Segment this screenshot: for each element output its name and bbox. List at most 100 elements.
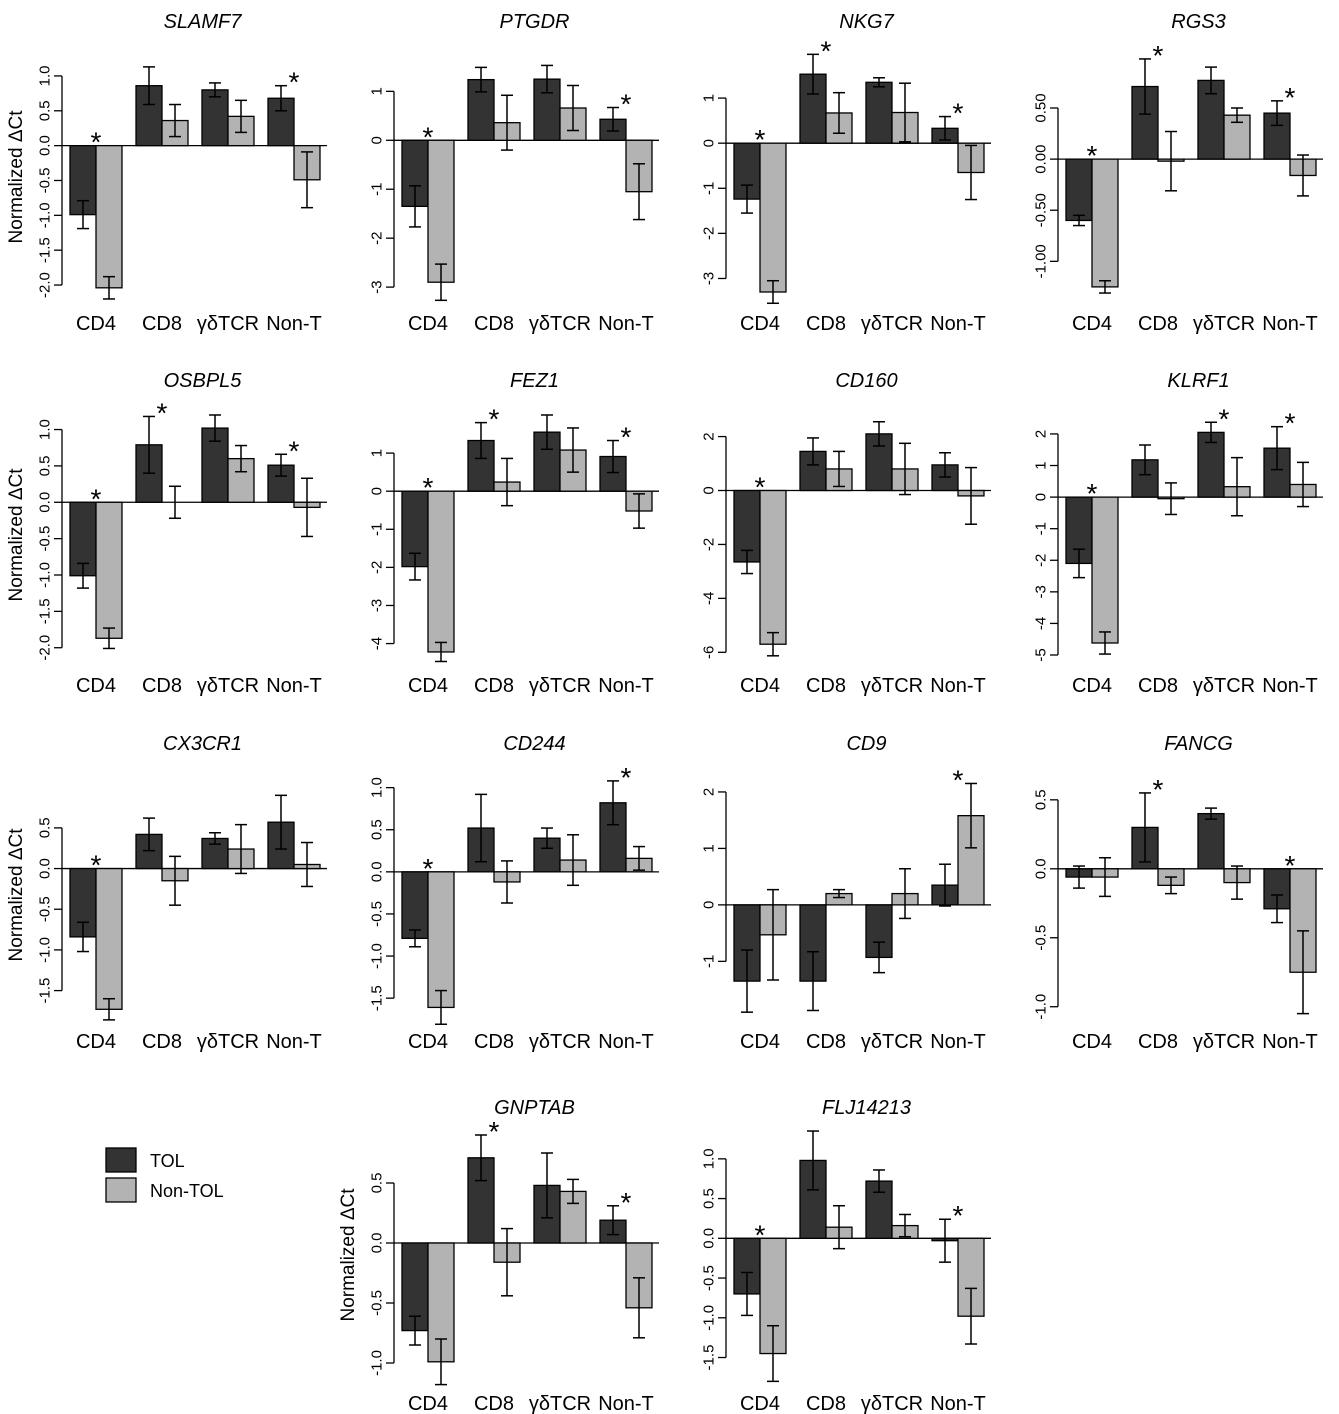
x-category-label: γδTCR (529, 313, 591, 335)
x-category-label: γδTCR (861, 1031, 923, 1053)
chart-panel-0: SLAMF7 -2.0 -1.5 -1.0 -0.5 0.0 0.5 1.0 Normalize… (6, 11, 327, 335)
y-tick-label: 0.0 (1032, 858, 1049, 879)
y-tick-label: -4 (368, 637, 385, 650)
y-tick-label: -4 (1032, 617, 1049, 630)
y-tick-label: 0.5 (36, 455, 53, 476)
x-category-label: CD8 (474, 1031, 514, 1053)
y-tick-label: 0.0 (36, 858, 53, 879)
y-tick-label: -1.0 (36, 562, 53, 588)
significance-marker: * (289, 67, 300, 98)
x-category-label: γδTCR (197, 313, 259, 335)
y-tick-label: -2 (1032, 554, 1049, 567)
y-tick-label: 1.0 (700, 1148, 717, 1169)
x-category-label: CD4 (1072, 313, 1112, 335)
x-category-label: γδTCR (861, 675, 923, 697)
chart-title: CD160 (835, 370, 897, 392)
y-tick-label: -3 (368, 599, 385, 612)
y-tick-label: 0.5 (700, 1188, 717, 1209)
x-category-label: CD8 (806, 675, 846, 697)
x-category-label: γδTCR (1193, 675, 1255, 697)
bar-non-tol-0 (95, 144, 123, 289)
y-tick-label: 1 (700, 844, 717, 852)
significance-marker: * (423, 121, 434, 152)
x-category-label: Non-T (598, 675, 654, 697)
y-tick-label: -5 (1032, 648, 1049, 661)
y-tick-label: 2 (1032, 430, 1049, 438)
x-category-label: γδTCR (529, 1393, 591, 1414)
significance-marker: * (423, 853, 434, 884)
chart-panel-13: FLJ14213 -1.5 -1.0 -0.5 0.0 0.5 1.0 * * CD4 CD8 γδT… (700, 1097, 991, 1414)
bar-non-tol-0 (95, 867, 123, 1010)
significance-marker: * (1153, 774, 1164, 805)
y-tick-label: 1 (368, 449, 385, 457)
significance-marker: * (953, 98, 964, 129)
y-tick-label: -1 (700, 182, 717, 195)
x-category-label: γδTCR (529, 675, 591, 697)
significance-marker: * (621, 762, 632, 793)
y-tick-label: -3 (368, 280, 385, 293)
x-category-label: Non-T (1262, 1031, 1318, 1053)
chart-title: RGS3 (1171, 11, 1225, 33)
y-tick-label: 0.0 (36, 135, 53, 156)
x-category-label: γδTCR (861, 1393, 923, 1414)
y-tick-label: -1 (700, 955, 717, 968)
chart-title: FANCG (1164, 733, 1233, 755)
chart-title: CX3CR1 (163, 733, 242, 755)
significance-marker: * (755, 1219, 766, 1250)
significance-marker: * (489, 404, 500, 435)
y-tick-label: -1.0 (36, 202, 53, 228)
x-category-label: CD4 (408, 675, 448, 697)
y-tick-label: -1.5 (36, 237, 53, 263)
x-category-label: CD8 (474, 1393, 514, 1414)
y-tick-label: 2 (700, 788, 717, 796)
x-category-label: γδTCR (197, 1031, 259, 1053)
y-tick-label: -1.0 (700, 1305, 717, 1331)
x-category-label: CD8 (142, 1031, 182, 1053)
bar-non-tol-0 (427, 490, 455, 653)
x-category-label: CD4 (408, 1393, 448, 1414)
legend-swatch-non-tol (105, 1177, 137, 1203)
y-axis-label: Normalized ΔCt (338, 1188, 359, 1322)
chart-title: CD9 (846, 733, 886, 755)
x-category-label: γδTCR (529, 1031, 591, 1053)
significance-marker: * (91, 850, 102, 881)
significance-marker: * (953, 764, 964, 795)
y-tick-label: -0.50 (1032, 193, 1049, 227)
y-tick-label: -1.0 (368, 943, 385, 969)
x-category-label: CD4 (408, 313, 448, 335)
y-tick-label: -4 (700, 592, 717, 605)
y-tick-label: 1 (368, 87, 385, 95)
significance-marker: * (1285, 408, 1296, 439)
y-tick-label: -0.5 (368, 901, 385, 927)
y-tick-label: -2 (700, 538, 717, 551)
chart-title: CD244 (503, 733, 565, 755)
y-axis-label: Normalized ΔCt (6, 468, 27, 602)
x-category-label: Non-T (930, 1031, 986, 1053)
y-tick-label: 0 (368, 487, 385, 495)
x-category-label: CD4 (408, 1031, 448, 1053)
bar-tol-2 (865, 904, 893, 959)
x-category-label: CD4 (76, 675, 116, 697)
y-tick-label: -6 (700, 646, 717, 659)
y-tick-label: -1.5 (36, 978, 53, 1004)
significance-marker: * (755, 124, 766, 155)
y-tick-label: -0.5 (700, 1265, 717, 1291)
x-category-label: γδTCR (1193, 313, 1255, 335)
x-category-label: CD4 (76, 313, 116, 335)
y-tick-label: -2 (700, 227, 717, 240)
y-tick-label: 0 (1032, 493, 1049, 501)
chart-panel-1: PTGDR -3 -2 -1 0 1 * * CD4 CD8 γδTCR Non-T (368, 11, 659, 335)
x-category-label: CD4 (740, 313, 780, 335)
x-category-label: Non-T (598, 1031, 654, 1053)
x-category-label: γδTCR (1193, 1031, 1255, 1053)
x-category-label: Non-T (930, 313, 986, 335)
x-category-label: CD8 (806, 1031, 846, 1053)
legend: TOL Non-TOL (105, 1147, 224, 1203)
bar-non-tol-0 (759, 142, 787, 293)
bar-tol-2 (865, 433, 893, 492)
x-category-label: CD4 (740, 675, 780, 697)
x-category-label: Non-T (1262, 675, 1318, 697)
significance-marker: * (821, 35, 832, 66)
y-tick-label: 0.0 (36, 492, 53, 513)
x-category-label: CD4 (1072, 675, 1112, 697)
